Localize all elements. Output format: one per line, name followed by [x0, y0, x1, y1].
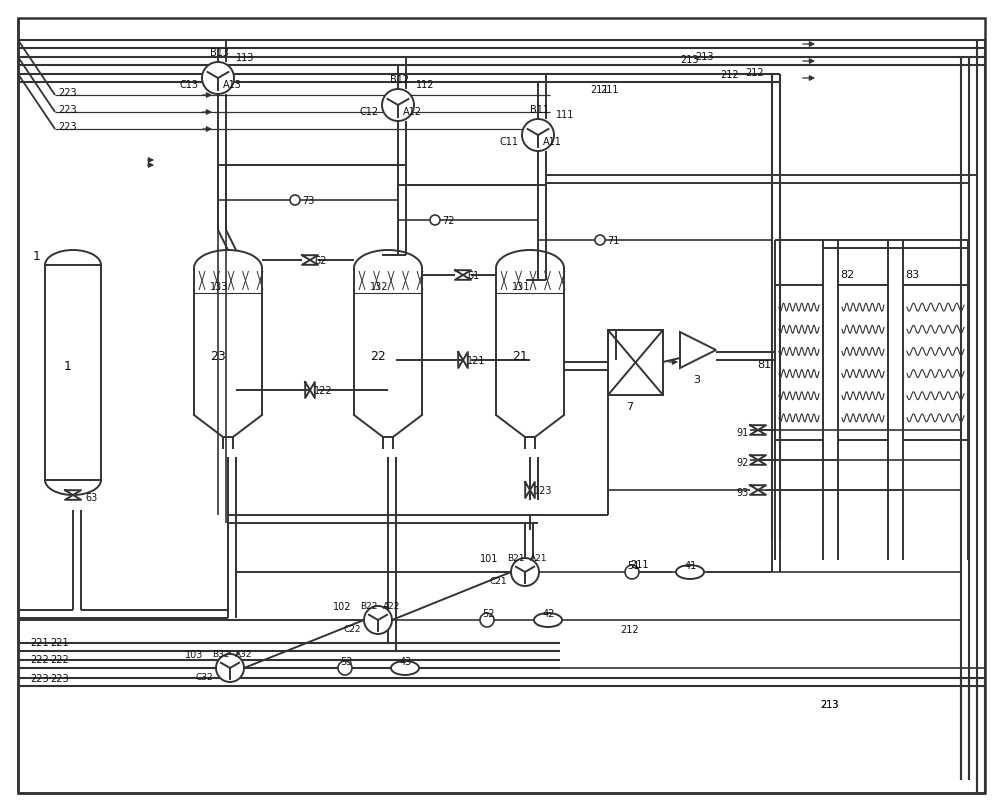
Text: 133: 133 [210, 282, 228, 292]
Text: C11: C11 [500, 137, 519, 147]
Polygon shape [680, 332, 716, 368]
Text: C13: C13 [180, 80, 199, 90]
Text: 73: 73 [302, 196, 314, 206]
Text: 3: 3 [693, 375, 700, 385]
Text: 72: 72 [442, 216, 454, 226]
Text: 111: 111 [556, 110, 574, 120]
Text: B32: B32 [212, 650, 230, 659]
Text: 223: 223 [58, 88, 77, 98]
Circle shape [595, 235, 605, 245]
Text: 7: 7 [626, 402, 633, 412]
Bar [45, 265, 101, 480]
Text: B12: B12 [390, 75, 409, 85]
Text: 222: 222 [30, 655, 49, 665]
Text: C22: C22 [343, 625, 360, 634]
Text: 53: 53 [340, 657, 352, 667]
Text: 61: 61 [467, 271, 479, 281]
Text: 223: 223 [58, 122, 77, 132]
Bar [903, 285, 968, 440]
Text: 213: 213 [820, 700, 838, 710]
Text: B21: B21 [507, 554, 524, 563]
Bar [838, 285, 888, 440]
Text: 63: 63 [85, 493, 97, 503]
Text: 123: 123 [534, 486, 552, 496]
Text: 122: 122 [314, 386, 333, 396]
Text: 21: 21 [512, 350, 528, 363]
Ellipse shape [676, 565, 704, 579]
Circle shape [338, 661, 352, 675]
Text: 93: 93 [736, 488, 748, 498]
Text: 221: 221 [30, 638, 49, 648]
Text: 82: 82 [840, 270, 854, 280]
Text: 62: 62 [314, 256, 326, 266]
Text: C32: C32 [195, 673, 213, 682]
Text: 91: 91 [736, 428, 748, 438]
Text: 212: 212 [745, 68, 764, 78]
Text: 1: 1 [33, 250, 41, 263]
Text: 101: 101 [480, 554, 498, 564]
Text: B11: B11 [530, 105, 549, 115]
Text: 211: 211 [590, 85, 608, 95]
Text: A11: A11 [543, 137, 562, 147]
Text: A21: A21 [530, 554, 548, 563]
Text: 223: 223 [30, 674, 49, 684]
Text: 22: 22 [370, 350, 386, 363]
Circle shape [202, 62, 234, 94]
Text: 113: 113 [236, 53, 254, 63]
Text: 131: 131 [512, 282, 530, 292]
Text: C21: C21 [490, 577, 508, 586]
Text: 43: 43 [400, 657, 412, 667]
Text: A12: A12 [403, 107, 422, 117]
Text: B13: B13 [210, 48, 229, 58]
Bar [775, 285, 823, 440]
Circle shape [216, 654, 244, 682]
Circle shape [511, 558, 539, 586]
Text: 81: 81 [757, 360, 771, 370]
Bar [608, 330, 663, 395]
Circle shape [480, 613, 494, 627]
Text: 211: 211 [630, 560, 648, 570]
Text: 41: 41 [685, 561, 697, 571]
Text: 223: 223 [58, 105, 77, 115]
Text: 212: 212 [720, 70, 739, 80]
Circle shape [290, 195, 300, 205]
Text: 83: 83 [905, 270, 919, 280]
Circle shape [364, 606, 392, 634]
Text: 23: 23 [210, 350, 226, 363]
Circle shape [522, 119, 554, 151]
Text: 112: 112 [416, 80, 434, 90]
Text: 1: 1 [64, 360, 72, 373]
Text: 92: 92 [736, 458, 748, 468]
Text: 132: 132 [370, 282, 388, 292]
Text: 213: 213 [695, 52, 714, 62]
Text: 121: 121 [467, 356, 486, 366]
Ellipse shape [391, 661, 419, 675]
Text: 71: 71 [607, 236, 619, 246]
Text: 213: 213 [680, 55, 698, 65]
Text: 212: 212 [620, 625, 639, 635]
Text: 223: 223 [50, 674, 69, 684]
Circle shape [382, 89, 414, 121]
Text: 103: 103 [185, 650, 203, 660]
Text: 221: 221 [50, 638, 69, 648]
Text: A13: A13 [223, 80, 242, 90]
Text: B22: B22 [360, 602, 377, 611]
Text: 222: 222 [50, 655, 69, 665]
Text: 52: 52 [482, 609, 494, 619]
Text: 211: 211 [600, 85, 618, 95]
Text: 213: 213 [820, 700, 838, 710]
Text: 42: 42 [543, 609, 555, 619]
Text: C12: C12 [360, 107, 379, 117]
Circle shape [625, 565, 639, 579]
Circle shape [430, 215, 440, 225]
Text: 102: 102 [333, 602, 352, 612]
Text: A32: A32 [235, 650, 252, 659]
Text: A22: A22 [383, 602, 400, 611]
Text: 51: 51 [627, 561, 639, 571]
Ellipse shape [534, 613, 562, 627]
